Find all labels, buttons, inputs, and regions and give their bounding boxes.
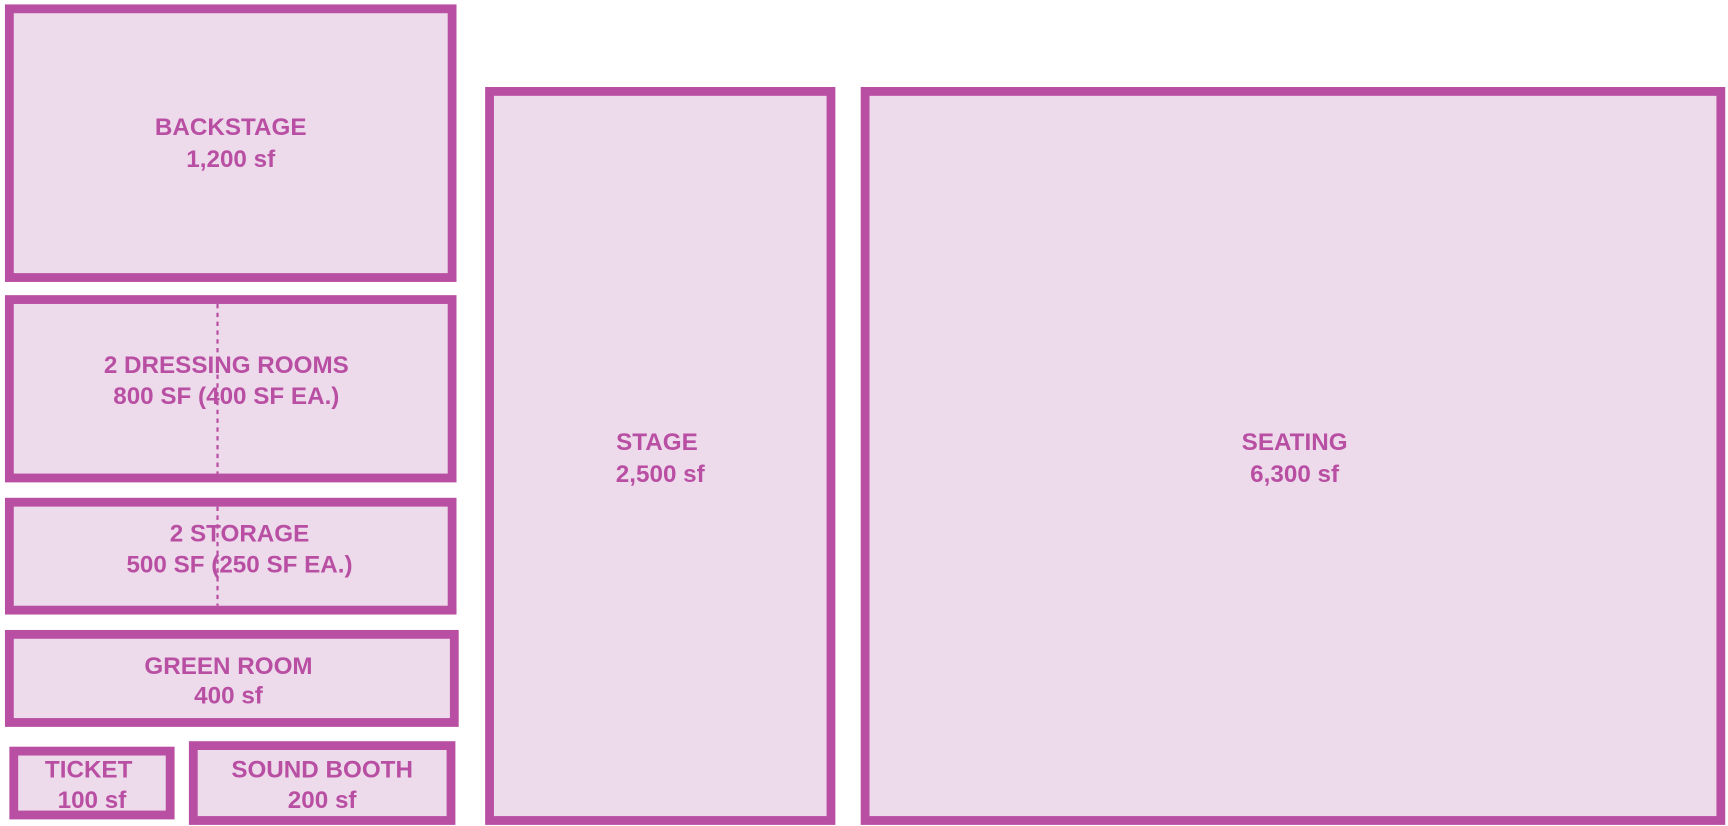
room-outline — [485, 87, 836, 825]
room-outline — [4, 629, 459, 727]
room-area: 800 SF (400 SF EA.) — [113, 383, 339, 410]
room-name: 2 DRESSING ROOMS — [104, 352, 349, 379]
room-outline — [4, 295, 457, 483]
dressing-rooms: 2 DRESSING ROOMS 800 SF (400 SF EA.) — [4, 295, 457, 483]
room-name: 2 STORAGE — [170, 521, 310, 548]
room-area: 6,300 sf — [1250, 461, 1340, 488]
room-outline — [188, 741, 456, 825]
room-area: 1,200 sf — [186, 146, 276, 173]
room-outline — [9, 746, 175, 820]
room-area: 100 sf — [58, 787, 128, 814]
room-name: TICKET — [45, 756, 133, 783]
room-outline — [860, 87, 1726, 825]
room-area: 500 SF (250 SF EA.) — [126, 551, 352, 578]
room-name: SOUND BOOTH — [231, 756, 413, 783]
stage-room: STAGE 2,500 sf — [485, 87, 836, 825]
room-area: 200 sf — [288, 787, 358, 814]
room-area: 400 sf — [194, 683, 264, 710]
green-room: GREEN ROOM 400 sf — [4, 629, 459, 727]
sound-booth: SOUND BOOTH 200 sf — [188, 741, 456, 825]
ticket-room: TICKET 100 sf — [9, 746, 175, 820]
room-name: STAGE — [616, 429, 698, 456]
seating-room: SEATING 6,300 sf — [860, 87, 1726, 825]
room-area: 2,500 sf — [616, 461, 706, 488]
room-name: SEATING — [1242, 429, 1348, 456]
room-name: BACKSTAGE — [155, 114, 307, 141]
room-outline — [4, 497, 457, 615]
room-name: GREEN ROOM — [144, 653, 312, 680]
room-outline — [4, 4, 457, 282]
backstage-room: BACKSTAGE 1,200 sf — [4, 4, 457, 282]
storage-rooms: 2 STORAGE 500 SF (250 SF EA.) — [4, 497, 457, 615]
